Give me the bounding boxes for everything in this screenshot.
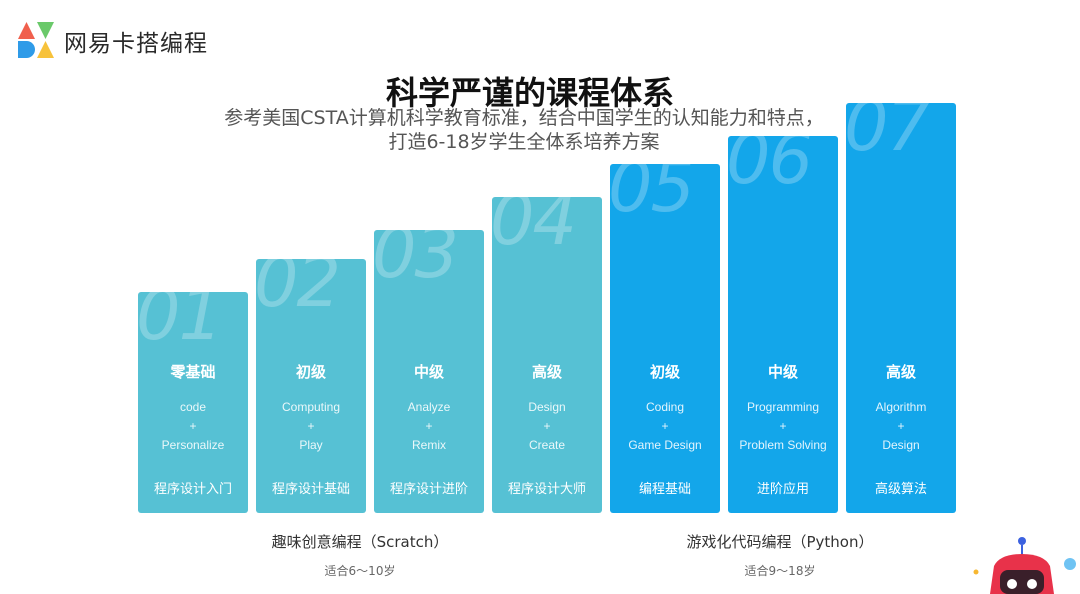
focus-line-1: Computing — [281, 400, 341, 414]
column-focus: Coding + Game Design — [610, 398, 720, 455]
column-level: 中级 — [767, 363, 798, 381]
column-number: 02 — [256, 259, 341, 323]
column-level: 高级 — [885, 363, 916, 381]
column-level: 高级 — [531, 363, 562, 381]
course-column-06: 06 中级 Programming + Problem Solving 进阶应用 — [728, 136, 838, 513]
robot-mascot-icon — [973, 537, 1076, 594]
focus-line-2: Problem Solving — [739, 438, 827, 452]
column-course: 程序设计进阶 — [389, 482, 468, 497]
course-column-03: 03 中级 Analyze + Remix 程序设计进阶 — [374, 230, 484, 513]
focus-plus: + — [425, 419, 433, 433]
brand: 网易卡搭编程 — [18, 22, 208, 60]
column-focus: Analyze + Remix — [374, 398, 484, 455]
focus-line-2: Create — [528, 438, 566, 452]
column-course: 编程基础 — [638, 482, 691, 497]
column-number: 04 — [492, 197, 577, 261]
focus-line-2: Play — [299, 438, 323, 452]
netease-kada-logo-icon — [18, 22, 56, 60]
column-level: 中级 — [413, 363, 444, 381]
column-number: 07 — [846, 103, 931, 167]
course-column-02: 02 初级 Computing + Play 程序设计基础 — [256, 259, 366, 513]
subtitle-line-2: 打造6-18岁学生全体系培养方案 — [388, 131, 660, 153]
column-course: 程序设计大师 — [507, 482, 586, 497]
focus-line-1: code — [179, 400, 207, 414]
column-level: 零基础 — [170, 363, 216, 381]
column-level: 初级 — [649, 363, 680, 381]
group-name: 趣味创意编程（Scratch） — [271, 533, 449, 551]
page-subtitle: 参考美国CSTA计算机科学教育标准，结合中国学生的认知能力和特点， 打造6-18… — [0, 106, 1048, 154]
focus-plus: + — [661, 419, 669, 433]
focus-line-2: Design — [882, 438, 920, 452]
column-focus: Programming + Problem Solving — [728, 398, 838, 455]
focus-line-1: Design — [528, 400, 566, 414]
column-focus: Algorithm + Design — [846, 398, 956, 455]
brand-name: 网易卡搭编程 — [64, 31, 208, 57]
focus-line-2: Personalize — [161, 438, 225, 452]
focus-plus: + — [189, 419, 197, 433]
column-focus: Design + Create — [492, 398, 602, 455]
group-name: 游戏化代码编程（Python） — [686, 533, 874, 551]
focus-plus: + — [897, 419, 905, 433]
column-focus: Computing + Play — [256, 398, 366, 455]
focus-line-1: Coding — [645, 400, 685, 414]
column-number: 05 — [610, 164, 695, 228]
group-scratch: 趣味创意编程（Scratch） 适合6～10岁 — [240, 531, 480, 579]
subtitle-line-1: 参考美国CSTA计算机科学教育标准，结合中国学生的认知能力和特点， — [224, 107, 824, 129]
course-column-04: 04 高级 Design + Create 程序设计大师 — [492, 197, 602, 513]
focus-line-1: Programming — [746, 400, 820, 414]
focus-line-1: Analyze — [407, 400, 451, 414]
column-level: 初级 — [295, 363, 326, 381]
column-number: 06 — [728, 136, 813, 200]
column-number: 01 — [138, 292, 223, 356]
course-column-05: 05 初级 Coding + Game Design 编程基础 — [610, 164, 720, 513]
column-number: 03 — [374, 230, 459, 294]
page-title: 科学严谨的课程体系 — [385, 74, 674, 112]
focus-plus: + — [543, 419, 551, 433]
course-column-07: 07 高级 Algorithm + Design 高级算法 — [846, 103, 956, 513]
course-column-01: 01 零基础 code + Personalize 程序设计入门 — [138, 292, 248, 513]
column-course: 程序设计基础 — [271, 482, 350, 497]
focus-plus: + — [779, 419, 787, 433]
focus-line-2: Game Design — [628, 438, 702, 452]
column-course: 程序设计入门 — [153, 482, 232, 497]
focus-plus: + — [307, 419, 315, 433]
group-age: 适合9～18岁 — [744, 564, 816, 578]
focus-line-2: Remix — [411, 438, 446, 452]
group-age: 适合6～10岁 — [324, 564, 396, 578]
group-python: 游戏化代码编程（Python） 适合9～18岁 — [650, 531, 910, 579]
column-course: 高级算法 — [874, 482, 927, 497]
focus-line-1: Algorithm — [875, 400, 927, 414]
column-focus: code + Personalize — [138, 398, 248, 455]
column-course: 进阶应用 — [756, 482, 809, 497]
